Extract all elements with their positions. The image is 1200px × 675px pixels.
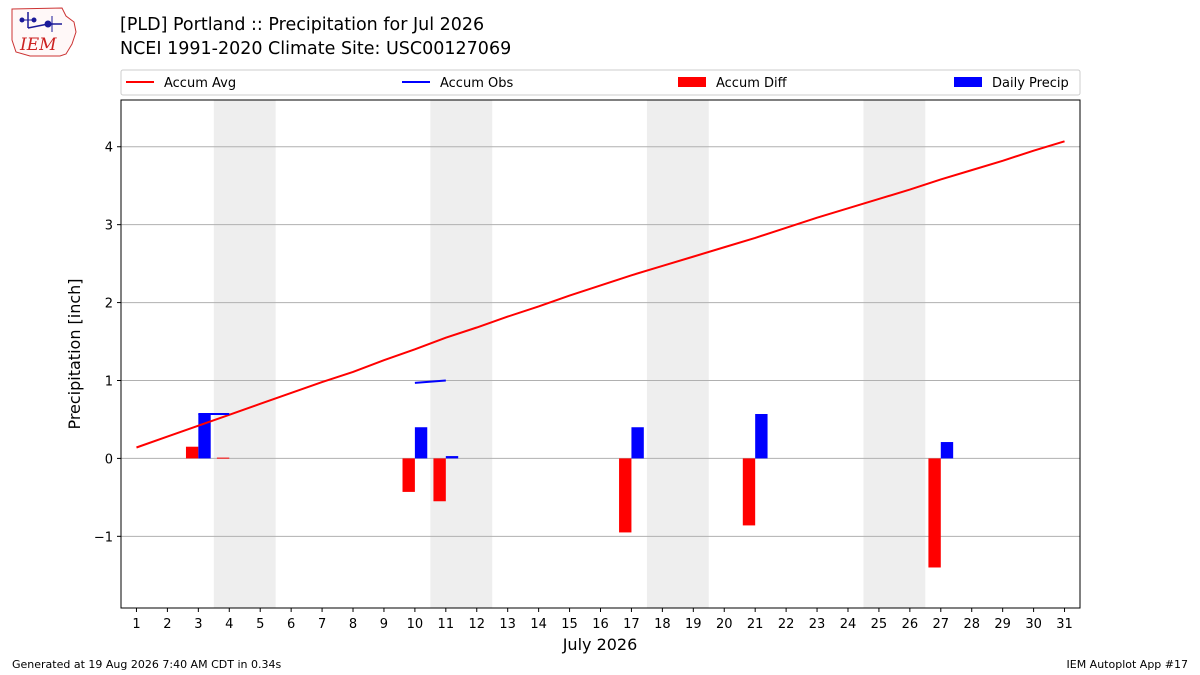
x-tick-label: 9 (380, 617, 388, 632)
x-tick-label: 31 (1056, 617, 1073, 632)
x-tick-label: 24 (840, 617, 857, 632)
x-tick-label: 26 (902, 617, 919, 632)
x-tick-label: 10 (407, 617, 424, 632)
legend-swatch-accum-diff (678, 77, 706, 87)
iem-logo-text: IEM (19, 35, 57, 55)
weekend-shading (213, 100, 926, 608)
legend-label-accum-obs: Accum Obs (440, 76, 513, 91)
weekend-band-1 (213, 100, 276, 608)
y-tick-label: −1 (94, 530, 113, 545)
accum-diff-bar-day-10 (402, 458, 415, 492)
y-tick-label: 4 (105, 141, 113, 156)
weekend-band-3 (646, 100, 709, 608)
accum-diff-bar-day-17 (619, 458, 632, 533)
x-tick-label: 1 (132, 617, 140, 632)
x-tick-label: 21 (747, 617, 764, 632)
legend-swatch-daily-precip (954, 77, 982, 87)
x-tick-label: 2 (163, 617, 171, 632)
gridlines (121, 146, 1080, 537)
y-axis-label: Precipitation [inch] (65, 278, 84, 429)
x-tick-label: 29 (994, 617, 1011, 632)
legend-label-accum-diff: Accum Diff (716, 76, 788, 91)
x-tick-label: 22 (778, 617, 795, 632)
lines (136, 140, 1065, 449)
daily-precip-bar-day-21 (755, 413, 768, 459)
x-tick-label: 28 (963, 617, 980, 632)
accum-obs-line-segment-2 (414, 379, 446, 384)
chart-subtitle: NCEI 1991-2020 Climate Site: USC00127069 (120, 39, 511, 59)
x-tick-label: 25 (871, 617, 888, 632)
x-tick-label: 11 (438, 617, 455, 632)
accum-diff-bar-day-11 (433, 458, 446, 502)
accum-diff-bar-day-21 (742, 458, 756, 526)
footer-generated-text: Generated at 19 Aug 2026 7:40 AM CDT in … (12, 658, 282, 671)
legend-box (120, 69, 1081, 96)
legend: Accum Avg Accum Obs Accum Diff Daily Precip (120, 69, 1081, 96)
x-axis-label: July 2026 (562, 635, 638, 654)
chart-title: [PLD] Portland :: Precipitation for Jul … (120, 15, 484, 35)
x-tick-label: 23 (809, 617, 826, 632)
daily-precip-bar-day-17 (631, 427, 644, 459)
x-tick-label: 19 (685, 617, 702, 632)
x-tick-label: 6 (287, 617, 295, 632)
x-tick-label: 12 (468, 617, 485, 632)
x-tick-label: 15 (561, 617, 578, 632)
x-tick-label: 16 (592, 617, 609, 632)
daily-precip-bar-day-3 (198, 413, 211, 459)
footer-app-id: IEM Autoplot App #17 (1066, 658, 1189, 671)
legend-label-daily-precip: Daily Precip (992, 76, 1069, 91)
bars (185, 413, 954, 568)
accum-diff-bar-day-3 (185, 446, 199, 459)
weather-station-icon (19, 12, 62, 32)
daily-precip-bar-day-11 (445, 456, 459, 459)
x-tick-label: 14 (530, 617, 547, 632)
x-tick-label: 30 (1025, 617, 1042, 632)
x-tick-label: 20 (716, 617, 733, 632)
accum-avg-line (136, 140, 1065, 449)
daily-precip-bar-day-27 (940, 442, 954, 459)
accum-diff-bar-day-4 (216, 457, 230, 459)
x-tick-label: 3 (194, 617, 202, 632)
x-tick-label: 5 (256, 617, 264, 632)
y-tick-label: 1 (105, 374, 113, 389)
y-tick-label: 3 (105, 219, 113, 234)
weekend-band-4 (863, 100, 926, 608)
x-tick-label: 17 (623, 617, 640, 632)
daily-precip-bar-day-10 (414, 427, 428, 459)
legend-label-accum-avg: Accum Avg (164, 76, 236, 91)
iem-logo: IEM (11, 7, 77, 57)
y-tick-label: 0 (105, 452, 113, 467)
x-tick-label: 27 (933, 617, 950, 632)
x-tick-label: 13 (499, 617, 516, 632)
accum-diff-bar-day-27 (928, 458, 941, 568)
weekend-band-2 (430, 100, 493, 608)
x-tick-label: 8 (349, 617, 357, 632)
x-tick-label: 7 (318, 617, 326, 632)
x-tick-label: 4 (225, 617, 233, 632)
x-tick-label: 18 (654, 617, 671, 632)
y-tick-label: 2 (105, 297, 113, 312)
